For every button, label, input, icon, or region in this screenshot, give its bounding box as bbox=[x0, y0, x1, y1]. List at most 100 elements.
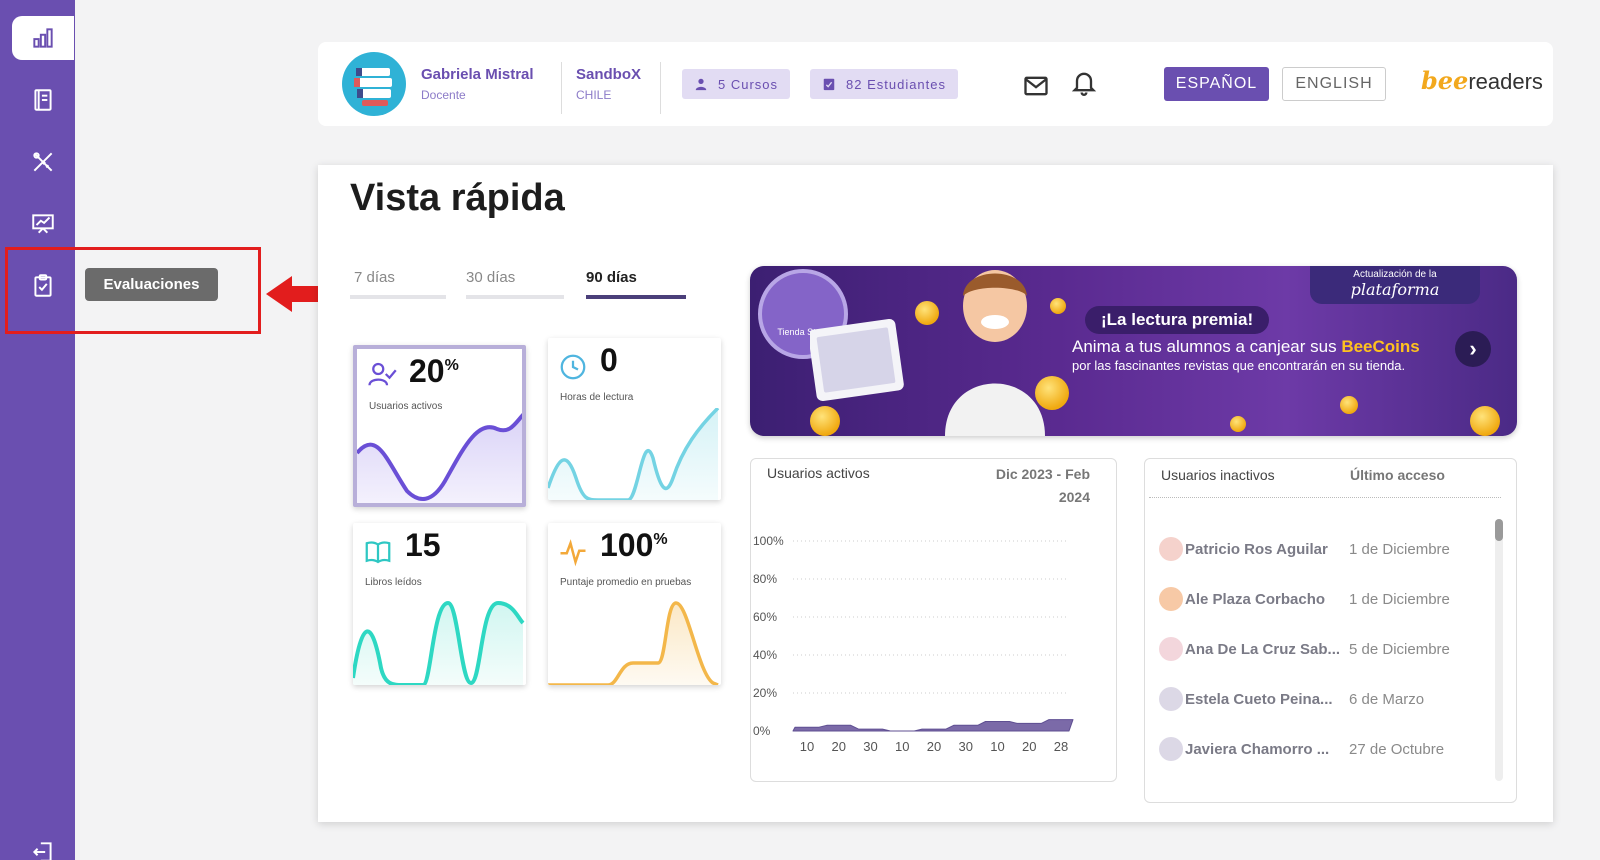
red-arrow-icon bbox=[266, 276, 332, 312]
book-icon bbox=[34, 89, 52, 111]
students-chip-label: 82 Estudiantes bbox=[846, 76, 947, 92]
y-tick-label: 80% bbox=[753, 572, 777, 586]
page-title: Vista rápida bbox=[350, 177, 565, 219]
promo-banner[interactable]: Tienda Store Actualización de la platafo… bbox=[750, 266, 1517, 436]
stat-value: 100% bbox=[600, 527, 668, 563]
tab-underline bbox=[350, 295, 446, 299]
list-item[interactable]: Javiera Chamorro ... 27 de Octubre bbox=[1159, 734, 1489, 764]
y-tick-label: 0% bbox=[753, 724, 771, 738]
bar-chart-icon bbox=[33, 28, 53, 48]
user-icon bbox=[695, 78, 707, 91]
avatar bbox=[1159, 587, 1183, 611]
last-access: 6 de Marzo bbox=[1349, 690, 1425, 708]
sidebar bbox=[0, 0, 75, 860]
logo-bee: bee bbox=[1421, 66, 1469, 95]
sidebar-item-logout[interactable] bbox=[12, 830, 74, 860]
stat-card-books-read[interactable]: 15 Libros leídos bbox=[353, 523, 526, 685]
divider bbox=[1149, 497, 1501, 498]
x-tick-label: 20 bbox=[832, 739, 846, 754]
bell-icon[interactable] bbox=[1070, 68, 1098, 96]
presentation-chart-icon bbox=[32, 214, 54, 234]
user-name: Javiera Chamorro ... bbox=[1185, 740, 1330, 758]
stat-value: 15 bbox=[405, 527, 441, 563]
coin-icon bbox=[810, 406, 840, 436]
header: Gabriela Mistral Docente SandboX CHILE 5… bbox=[318, 42, 1553, 126]
lang-es-button[interactable]: ESPAÑOL bbox=[1164, 67, 1269, 101]
sidebar-item-books[interactable] bbox=[12, 78, 74, 122]
coin-icon bbox=[1340, 396, 1358, 414]
stat-card-reading-hours[interactable]: 0 Horas de lectura bbox=[548, 338, 721, 500]
avatar bbox=[1159, 737, 1183, 761]
kid-illustration bbox=[945, 270, 1045, 436]
coin-icon bbox=[1230, 416, 1246, 432]
avatar bbox=[1159, 537, 1183, 561]
sidebar-item-evaluations[interactable] bbox=[12, 264, 74, 308]
x-tick-label: 10 bbox=[800, 739, 814, 754]
stat-card-active-users[interactable]: 20% Usuarios activos bbox=[353, 345, 526, 507]
user-name: Patricio Ros Aguilar bbox=[1185, 540, 1328, 558]
area-series bbox=[792, 719, 1074, 732]
stat-label: Usuarios activos bbox=[369, 401, 443, 412]
user-check-icon bbox=[368, 362, 397, 386]
y-tick-label: 40% bbox=[753, 648, 777, 662]
stat-card-test-score[interactable]: 100% Puntaje promedio en pruebas bbox=[548, 523, 721, 685]
tab-90-days[interactable]: 90 días bbox=[586, 269, 637, 286]
list-item[interactable]: Estela Cueto Peina... 6 de Marzo bbox=[1159, 684, 1489, 714]
sidebar-item-dashboard[interactable] bbox=[12, 16, 74, 60]
last-access: 1 de Diciembre bbox=[1349, 540, 1450, 558]
y-tick-label: 100% bbox=[753, 534, 784, 548]
stat-label: Libros leídos bbox=[365, 577, 422, 588]
logo-readers: readers bbox=[1468, 69, 1543, 94]
beereaders-logo: bee readers bbox=[1421, 66, 1543, 95]
stat-value: 0 bbox=[600, 342, 618, 378]
scrollbar[interactable] bbox=[1495, 519, 1503, 781]
tab-30-days[interactable]: 30 días bbox=[466, 269, 516, 286]
user-name: Ale Plaza Corbacho bbox=[1185, 590, 1326, 608]
list-item[interactable]: Ana De La Cruz Sab... 5 de Diciembre bbox=[1159, 634, 1489, 664]
coin-icon bbox=[915, 301, 939, 325]
inactive-header: Usuarios inactivos bbox=[1161, 467, 1275, 483]
sparkline bbox=[357, 412, 522, 503]
avatar bbox=[1159, 687, 1183, 711]
divider bbox=[561, 62, 562, 114]
clipboard-check-icon bbox=[823, 78, 835, 91]
clipboard-check-icon bbox=[34, 274, 52, 297]
banner-next-button[interactable]: › bbox=[1455, 331, 1491, 367]
lang-en-button[interactable]: ENGLISH bbox=[1282, 67, 1386, 101]
sidebar-item-presentations[interactable] bbox=[12, 202, 74, 246]
user-name: Ana De La Cruz Sab... bbox=[1185, 640, 1341, 658]
user-name: Gabriela Mistral bbox=[421, 66, 534, 83]
tooltip-evaluations: Evaluaciones bbox=[85, 268, 218, 301]
inactive-users-card: Usuarios inactivos Último acceso Patrici… bbox=[1144, 458, 1517, 803]
divider bbox=[660, 62, 661, 114]
main-panel: Vista rápida 7 días 30 días 90 días 20% … bbox=[318, 165, 1553, 822]
courses-chip[interactable]: 5 Cursos bbox=[682, 69, 791, 99]
avatar[interactable] bbox=[342, 52, 406, 116]
sparkline bbox=[548, 408, 720, 500]
tablet-illustration bbox=[810, 319, 904, 401]
stat-label: Horas de lectura bbox=[560, 392, 634, 403]
x-tick-label: 30 bbox=[863, 739, 877, 754]
org-country: CHILE bbox=[576, 88, 612, 102]
sidebar-item-tools[interactable] bbox=[12, 140, 74, 184]
list-item[interactable]: Patricio Ros Aguilar 1 de Diciembre bbox=[1159, 534, 1489, 564]
avatar bbox=[1159, 637, 1183, 661]
coin-icon bbox=[1035, 376, 1069, 410]
list-item[interactable]: Ale Plaza Corbacho 1 de Diciembre bbox=[1159, 584, 1489, 614]
pulse-icon bbox=[560, 539, 586, 567]
tab-underline bbox=[466, 295, 564, 299]
stat-value: 20% bbox=[409, 353, 459, 389]
stat-label: Puntaje promedio en pruebas bbox=[560, 577, 692, 588]
scrollbar-thumb[interactable] bbox=[1495, 519, 1503, 541]
chart-title: Usuarios activos bbox=[767, 465, 870, 481]
x-tick-label: 20 bbox=[927, 739, 941, 754]
tab-7-days[interactable]: 7 días bbox=[354, 269, 395, 286]
banner-line1: Anima a tus alumnos a canjear sus BeeCoi… bbox=[1072, 337, 1420, 356]
user-name: Estela Cueto Peina... bbox=[1185, 690, 1333, 708]
open-book-icon bbox=[365, 541, 391, 564]
students-chip[interactable]: 82 Estudiantes bbox=[810, 69, 959, 99]
books-stack-icon bbox=[354, 68, 392, 106]
mail-icon[interactable] bbox=[1022, 72, 1050, 100]
x-tick-label: 10 bbox=[895, 739, 909, 754]
banner-title: ¡La lectura premia! bbox=[1085, 306, 1270, 334]
